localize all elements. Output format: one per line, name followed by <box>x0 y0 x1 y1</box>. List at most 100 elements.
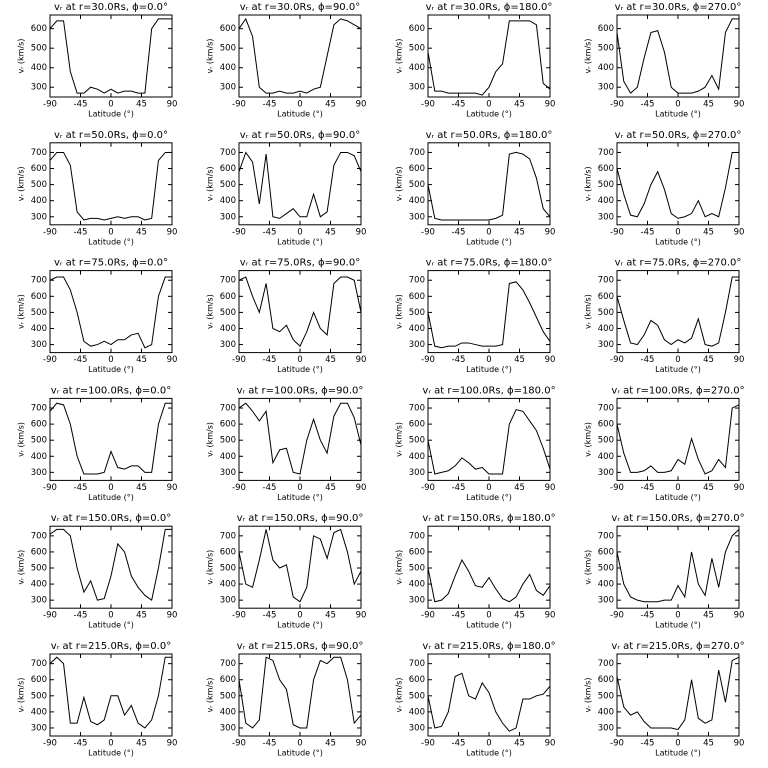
x-tick-label: -45 <box>263 739 277 749</box>
y-tick-label: 300 <box>598 723 614 733</box>
y-axis-label: vᵣ (km/s) <box>395 550 404 585</box>
y-tick-label: 700 <box>598 276 614 286</box>
x-axis-label: Latitude (°) <box>466 237 512 246</box>
x-axis-label: Latitude (°) <box>466 110 512 119</box>
y-tick-label: 400 <box>220 324 236 334</box>
y-tick-label: 600 <box>409 292 425 302</box>
x-axis-label: Latitude (°) <box>88 237 134 246</box>
data-line <box>427 20 551 96</box>
panel-title: vᵣ at r=150.0Rs, ϕ=270.0° <box>611 513 744 524</box>
y-tick-label: 400 <box>220 63 236 73</box>
x-tick-label: -90 <box>43 739 57 749</box>
y-tick-label: 300 <box>220 468 236 478</box>
y-tick-label: 300 <box>598 340 614 350</box>
x-tick-label: 45 <box>136 100 147 110</box>
x-tick-label: -45 <box>74 100 88 110</box>
panel-title: vᵣ at r=30.0Rs, ϕ=270.0° <box>615 2 742 13</box>
x-tick-label: -45 <box>641 611 655 621</box>
plot-frame <box>238 270 362 354</box>
x-tick-label: -45 <box>452 739 466 749</box>
y-axis-label: vᵣ (km/s) <box>17 39 26 74</box>
x-tick-label: -90 <box>421 739 435 749</box>
y-tick-label: 500 <box>409 436 425 446</box>
y-axis-label: vᵣ (km/s) <box>395 294 404 329</box>
panel-title: vᵣ at r=50.0Rs, ϕ=0.0° <box>54 130 168 141</box>
x-tick-label: -45 <box>452 483 466 493</box>
data-line <box>49 151 172 221</box>
x-tick-label: 90 <box>545 355 556 365</box>
y-tick-label: 400 <box>409 452 425 462</box>
y-axis-label: vᵣ (km/s) <box>17 422 26 457</box>
y-axis-label: vᵣ (km/s) <box>17 294 26 329</box>
data-line <box>616 529 740 603</box>
y-tick-label: 700 <box>220 148 236 158</box>
x-axis-label: Latitude (°) <box>466 749 512 758</box>
x-tick-label: 0 <box>297 355 302 365</box>
x-tick-label: 90 <box>734 100 745 110</box>
y-tick-label: 700 <box>598 531 614 541</box>
y-axis-label: vᵣ (km/s) <box>395 422 404 457</box>
x-tick-label: -90 <box>421 611 435 621</box>
y-tick-label: 400 <box>598 324 614 334</box>
y-tick-label: 300 <box>409 212 425 222</box>
y-tick-label: 600 <box>409 675 425 685</box>
y-tick-label: 300 <box>598 596 614 606</box>
x-tick-label: 45 <box>325 483 336 493</box>
y-tick-label: 600 <box>31 420 47 430</box>
x-axis-label: Latitude (°) <box>655 237 701 246</box>
plot-frame <box>238 14 362 98</box>
x-tick-label: -45 <box>641 355 655 365</box>
y-tick-label: 700 <box>409 531 425 541</box>
panel-title: vᵣ at r=50.0Rs, ϕ=90.0° <box>240 130 360 141</box>
plot-frame <box>616 653 740 737</box>
y-tick-label: 500 <box>598 44 614 54</box>
panel-title: vᵣ at r=150.0Rs, ϕ=0.0° <box>51 513 171 524</box>
y-tick-label: 600 <box>220 675 236 685</box>
y-tick-label: 500 <box>31 564 47 574</box>
plot-frame <box>616 525 740 609</box>
y-axis-label: vᵣ (km/s) <box>206 678 215 713</box>
x-tick-label: 0 <box>675 483 680 493</box>
x-tick-label: -45 <box>74 483 88 493</box>
y-tick-label: 600 <box>220 164 236 174</box>
data-line <box>616 276 739 347</box>
x-tick-label: -90 <box>421 483 435 493</box>
y-tick-label: 400 <box>31 196 47 206</box>
x-tick-label: 45 <box>514 100 525 110</box>
y-axis-label: vᵣ (km/s) <box>584 422 593 457</box>
y-tick-label: 300 <box>220 723 236 733</box>
y-tick-label: 300 <box>220 340 236 350</box>
plot-frame <box>49 525 173 609</box>
y-tick-label: 700 <box>31 404 47 414</box>
y-tick-label: 300 <box>598 468 614 478</box>
x-tick-label: -45 <box>74 611 88 621</box>
x-tick-label: 0 <box>675 100 680 110</box>
y-tick-label: 300 <box>31 340 47 350</box>
y-axis-label: vᵣ (km/s) <box>17 166 26 201</box>
x-tick-label: 90 <box>734 355 745 365</box>
y-tick-label: 700 <box>220 404 236 414</box>
x-tick-label: 90 <box>734 611 745 621</box>
x-axis-label: Latitude (°) <box>655 365 701 374</box>
x-tick-label: 0 <box>297 611 302 621</box>
data-line <box>427 558 551 603</box>
x-tick-label: -90 <box>43 483 57 493</box>
x-tick-label: 0 <box>486 355 491 365</box>
y-tick-label: 500 <box>220 691 236 701</box>
x-tick-label: 90 <box>167 100 178 110</box>
x-tick-label: -45 <box>641 739 655 749</box>
x-tick-label: 90 <box>356 355 367 365</box>
data-line <box>238 151 362 219</box>
x-tick-label: 90 <box>167 739 178 749</box>
x-tick-label: -45 <box>641 483 655 493</box>
y-tick-label: 500 <box>31 308 47 318</box>
panel-title: vᵣ at r=100.0Rs, ϕ=180.0° <box>422 385 555 396</box>
x-tick-label: -45 <box>263 483 277 493</box>
x-tick-label: 90 <box>356 100 367 110</box>
panel-title: vᵣ at r=215.0Rs, ϕ=180.0° <box>422 641 555 652</box>
x-tick-label: -45 <box>263 100 277 110</box>
y-axis-label: vᵣ (km/s) <box>206 294 215 329</box>
y-tick-label: 600 <box>409 547 425 557</box>
y-axis-label: vᵣ (km/s) <box>206 550 215 585</box>
